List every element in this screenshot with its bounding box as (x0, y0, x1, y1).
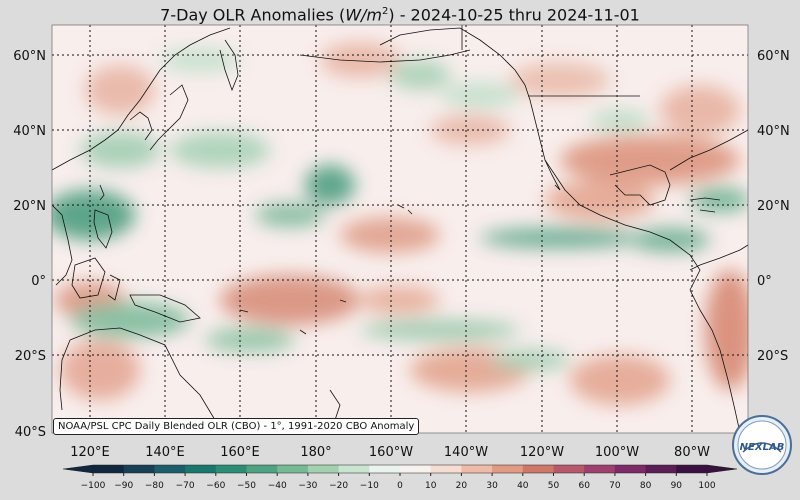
gridlines (52, 25, 748, 433)
latitude-labels-left: 60°N 40°N 20°N 0° 20°S 40°S (13, 49, 46, 440)
colorbar-segment (522, 465, 554, 473)
longitude-labels: 120°E 140°E 160°E 180° 160°W 140°W 120°W… (70, 445, 710, 460)
colorbar-tick-label: −90 (114, 481, 133, 491)
colorbar-segment (246, 465, 278, 473)
lon-label: 160°E (220, 445, 260, 460)
colorbar-segment (430, 465, 462, 473)
colorbar-segment (215, 465, 247, 473)
lat-label: 20°S (15, 349, 46, 364)
colorbar-tick-label: −30 (298, 481, 317, 491)
colorbar-segment (553, 465, 585, 473)
colorbar-tick-label: 100 (698, 481, 715, 491)
lat-label: 20°N (13, 199, 46, 214)
colorbar: −100 −90 −80 −70 −60 −50 −40 −30 −20 −10 0 10 20 30 40… (62, 464, 738, 491)
lon-label: 140°W (444, 445, 488, 460)
colorbar-tick-label: 10 (425, 481, 437, 491)
colorbar-tick-label: −20 (329, 481, 348, 491)
colorbar-tick-label: 70 (609, 481, 621, 491)
lon-label: 100°W (595, 445, 639, 460)
lon-label: 120°W (520, 445, 564, 460)
colorbar-segment (676, 465, 708, 473)
colorbar-tick-label: 60 (578, 481, 590, 491)
colorbar-tick-label: 90 (671, 481, 683, 491)
colorbar-tick-label: −40 (268, 481, 287, 491)
lat-label: 40°N (13, 124, 46, 139)
colorbar-segment (492, 465, 524, 473)
colorbar-segment (400, 465, 432, 473)
latitude-labels-right: 60°N 40°N 20°N 0° 20°S (757, 49, 790, 364)
lat-label: 60°N (13, 49, 46, 64)
lon-label: 160°W (369, 445, 413, 460)
colorbar-segment (185, 465, 217, 473)
lat-label: 0° (757, 274, 772, 289)
lat-label: 20°N (757, 199, 790, 214)
colorbar-segment (584, 465, 616, 473)
lat-label: 60°N (757, 49, 790, 64)
colorbar-segment (338, 465, 370, 473)
colorbar-tick-label: −50 (237, 481, 256, 491)
colorbar-tick-label: −80 (145, 481, 164, 491)
colorbar-tick-label: 20 (456, 481, 468, 491)
colorbar-max-arrow (707, 465, 737, 473)
colorbar-tick-label: 0 (397, 481, 403, 491)
lat-label: 40°S (15, 425, 46, 440)
colorbar-tick-label: −100 (81, 481, 106, 491)
lon-label: 140°E (145, 445, 185, 460)
lon-label: 80°W (674, 445, 710, 460)
lat-label: 40°N (757, 124, 790, 139)
colorbar-segment (461, 465, 493, 473)
nexlab-logo: NEXLAB (732, 415, 792, 475)
colorbar-tick-label: −70 (176, 481, 195, 491)
colorbar-segment (93, 465, 125, 473)
map-title: 7-Day OLR Anomalies (W/m2) - 2024-10-25 … (160, 5, 640, 25)
colorbar-tick-label: 30 (486, 481, 498, 491)
lon-label: 120°E (70, 445, 110, 460)
colorbar-segment (645, 465, 677, 473)
logo-text: NEXLAB (740, 442, 785, 453)
lon-label: 180° (300, 445, 331, 460)
data-source-credit: NOAA/PSL CPC Daily Blended OLR (CBO) - 1… (53, 418, 420, 435)
colorbar-segment (614, 465, 647, 473)
lat-label: 0° (31, 274, 46, 289)
colorbar-min-arrow (63, 465, 93, 473)
colorbar-tick-label: 80 (640, 481, 652, 491)
colorbar-segment (307, 465, 340, 473)
lat-label: 20°S (757, 349, 788, 364)
anomaly-field (52, 25, 748, 433)
colorbar-segment (277, 465, 309, 473)
colorbar-segment (123, 465, 155, 473)
colorbar-tick-label: −10 (360, 481, 379, 491)
colorbar-tick-label: −60 (206, 481, 225, 491)
colorbar-tick-label: 40 (517, 481, 529, 491)
colorbar-segment (154, 465, 186, 473)
colorbar-tick-label: 50 (548, 481, 560, 491)
colorbar-segment (369, 465, 401, 473)
